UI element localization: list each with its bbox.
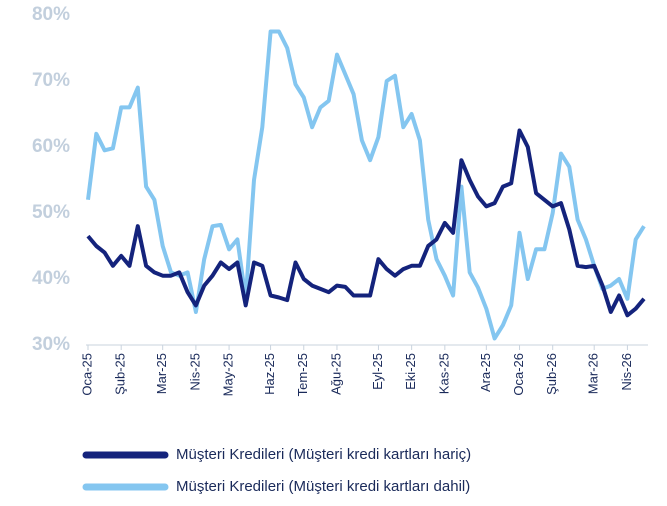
x-tick-label: Haz-25 [262, 353, 277, 395]
x-tick-label: Eki-25 [403, 353, 418, 390]
x-tick-label: Tem-25 [295, 353, 310, 396]
x-tick-label: Oca-25 [79, 353, 94, 396]
x-tick-label: Oca-26 [511, 353, 526, 396]
y-tick-label: 40% [32, 268, 70, 289]
series-line [86, 29, 646, 341]
x-tick-label: Nis-26 [619, 353, 634, 391]
y-tick-label: 70% [32, 70, 70, 91]
series-line [86, 128, 646, 318]
legend-label: Müşteri Kredileri (Müşteri kredi kartlar… [176, 478, 470, 495]
y-tick-label: 60% [32, 136, 70, 157]
x-tick-label: Mar-26 [586, 353, 601, 394]
x-tick-label: Nis-25 [187, 353, 202, 391]
y-tick-label: 30% [32, 334, 70, 355]
legend-label: Müşteri Kredileri (Müşteri kredi kartlar… [176, 446, 471, 463]
y-tick-label: 50% [32, 202, 70, 223]
x-tick-label: Ağu-25 [328, 353, 343, 395]
x-tick-label: Şub-26 [544, 353, 559, 395]
x-tick-label: Mar-25 [154, 353, 169, 394]
y-tick-label: 80% [32, 4, 70, 25]
x-tick-label: Eyl-25 [370, 353, 385, 390]
x-tick-label: Kas-25 [436, 353, 451, 394]
x-tick-label: Şub-25 [113, 353, 128, 395]
x-tick-label: May-25 [221, 353, 236, 396]
x-tick-label: Ara-25 [478, 353, 493, 392]
